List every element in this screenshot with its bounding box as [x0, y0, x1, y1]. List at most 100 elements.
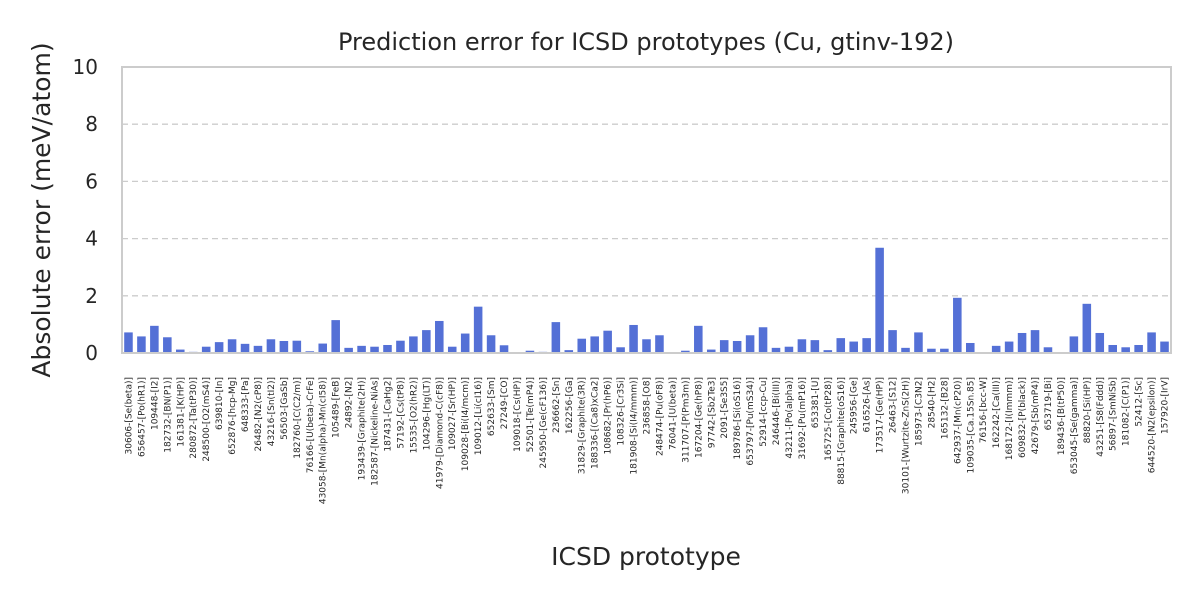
x-tick-label: 181082-[C(P1)] [1122, 377, 1132, 446]
x-tick-label: 162242-[Ca(III)] [992, 377, 1002, 448]
bar [849, 341, 858, 353]
bar [357, 345, 366, 353]
x-tick-label: 248474-[Pu(oF8)] [655, 377, 665, 456]
bar [1134, 344, 1143, 353]
bar [914, 332, 923, 353]
bar [344, 347, 353, 353]
x-tick-label: 30101-[Wurtzite-ZnS(2H)] [902, 377, 912, 494]
x-tick-label: 653719-[Bi] [1044, 377, 1054, 430]
x-tick-label: 280872-[Ta(tP30)] [189, 377, 199, 459]
bar [176, 349, 185, 353]
x-tick-label: 168172-[I(Immm)] [1005, 377, 1015, 460]
x-axis-label: ICSD prototype [551, 542, 741, 571]
bar [214, 342, 224, 353]
bar [318, 343, 328, 353]
x-tick-label: 311707-[P(Pm3m)] [681, 377, 691, 463]
x-tick-label: 236858-[O8] [643, 377, 653, 434]
x-tick-label: 88820-[Si(HP)] [1083, 377, 1093, 443]
bar [551, 322, 561, 353]
x-tick-label: 653797-[Pu(mS34)] [746, 377, 756, 466]
x-tick-label: 639810-[In] [215, 377, 225, 430]
x-tick-label: 109027-[Sr(HP)] [448, 377, 458, 450]
bar [435, 320, 444, 353]
x-tick-label: 248500-[O2(mS4)] [202, 377, 212, 462]
bar [616, 347, 625, 353]
x-tick-label: 109012-[Li(cI16)] [474, 377, 484, 455]
x-tick-label: 108682-[Pr(hP6)] [604, 377, 614, 454]
bar [681, 350, 690, 353]
bar [888, 330, 897, 353]
bar [862, 338, 871, 353]
x-tick-label: 173517-[Ge(HP)] [876, 377, 886, 453]
y-tick-label: 6 [85, 169, 98, 193]
y-axis-label: Absolute error (meV/atom) [27, 42, 56, 377]
bar [965, 342, 975, 353]
x-tick-label: 31692-[Pu(mP16)] [798, 377, 808, 460]
x-tick-label: 245956-[Ge] [850, 377, 860, 434]
x-tick-label: 109035-[Ca.15Sn.85] [966, 377, 976, 473]
x-tick-label: 648333-[Pa] [241, 377, 251, 432]
x-tick-label: 104296-[Hg(LT)] [422, 377, 432, 450]
x-tick-label: 43216-[Sn(tI2)] [267, 377, 277, 446]
bar [499, 345, 509, 353]
bar [836, 338, 846, 353]
x-tick-label: 616526-[As] [863, 377, 873, 432]
x-tick-label: 109028-[Bi(I4/mcm)] [461, 377, 471, 471]
x-tick-label: 31829-[Graphite(3R)] [578, 377, 588, 474]
x-tick-label: 644520-[N2(epsilon)] [1148, 377, 1158, 473]
bar [784, 346, 794, 353]
x-tick-label: 76041-[U(beta)] [668, 377, 678, 450]
bar [266, 339, 276, 353]
y-tick-label: 10 [73, 55, 98, 79]
bar [370, 346, 379, 353]
x-tick-label: 26463-[S12] [889, 377, 899, 433]
bar [875, 247, 884, 353]
x-tick-labels: 30606-[Se(beta)] 656457-[Po(hR1)] 109448-[… [124, 377, 1170, 504]
y-tick-label: 2 [85, 284, 98, 308]
x-tick-label: 652876-[hcp-Mg] [228, 377, 238, 455]
x-tick-label: 165725-[Co(tP28)] [824, 377, 834, 461]
x-tick-label: 97742-[Sb2Te3] [707, 377, 717, 448]
bar [745, 335, 755, 353]
bar [719, 340, 729, 353]
bar [953, 297, 962, 353]
bar [706, 349, 716, 353]
bar [1030, 330, 1040, 353]
x-tick-label: 28540-[H2] [927, 377, 937, 428]
bar [1017, 332, 1027, 353]
y-tick-label: 4 [85, 227, 98, 251]
bars [124, 247, 1169, 353]
bar [124, 332, 133, 353]
x-tick-label: 167204-[Ge(hP8)] [694, 377, 704, 458]
bar [201, 346, 211, 353]
x-tick-label: 76166-[U(beta)-CrFe] [306, 377, 316, 473]
bar [694, 325, 703, 353]
bar [460, 333, 470, 353]
x-tick-label: 43251-[S8(Fddd)] [1096, 377, 1106, 457]
bar [227, 339, 237, 353]
bar [240, 343, 250, 353]
x-tick-label: 2091-[Se3S5] [720, 377, 730, 439]
x-tick-label: 161381-[K(HP)] [176, 377, 186, 447]
bar [590, 336, 599, 353]
bar [486, 335, 496, 353]
bar [292, 340, 302, 353]
x-tick-label: 162256-[Ga] [565, 377, 575, 434]
bar [1147, 332, 1156, 353]
bar [797, 339, 807, 353]
y-tick-label: 0 [85, 341, 98, 365]
x-tick-label: 181908-[Si(I4/mmm)] [630, 377, 640, 475]
x-tick-label: 185973-[C3N2] [914, 377, 924, 446]
bar [1004, 341, 1014, 353]
x-tick-label: 188336-[(Ca8)xCa2] [591, 377, 601, 469]
bar [1069, 336, 1079, 353]
x-tick-label: 108326-[Cr3Si] [617, 377, 627, 446]
plot-frame [121, 66, 1172, 354]
x-tick-label: 236662-[Sn] [552, 377, 562, 433]
x-tick-label: 105489-[FeB] [332, 377, 342, 438]
bar [1160, 341, 1169, 353]
x-tick-label: 41979-[Diamond-C(cF8)] [435, 377, 445, 489]
x-tick-label: 187431-[CaHg2] [383, 377, 393, 452]
bar [823, 350, 833, 353]
